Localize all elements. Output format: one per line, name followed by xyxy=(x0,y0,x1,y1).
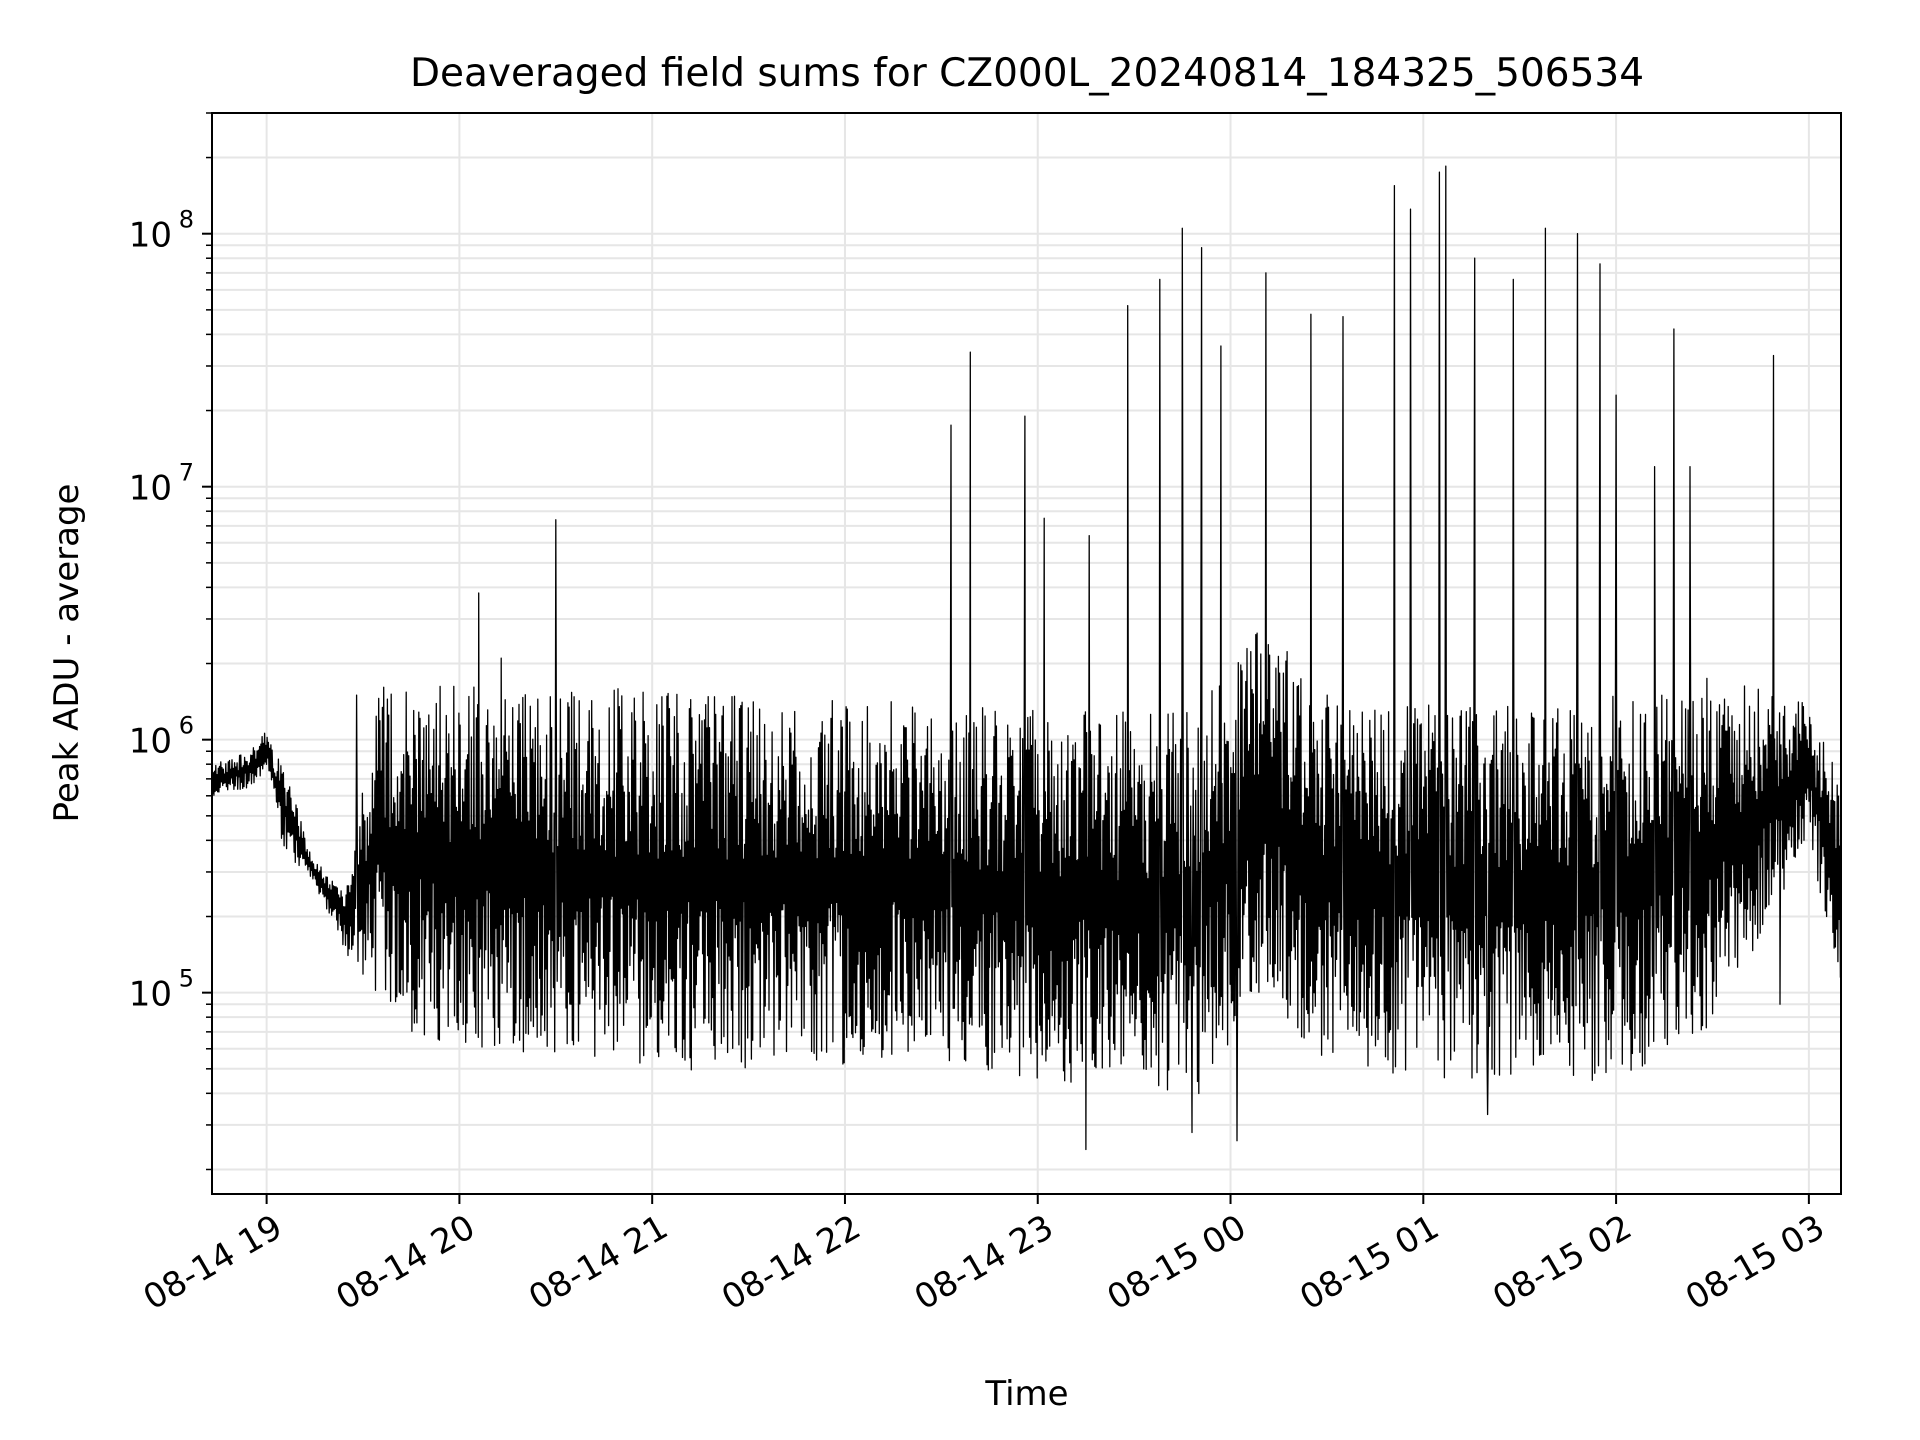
y-tick-label: 10 xyxy=(129,216,172,256)
plot-frame xyxy=(211,112,1842,1195)
chart-title: Deaveraged field sums for CZ000L_2024081… xyxy=(410,51,1644,96)
y-tick-exponent: 6 xyxy=(179,712,194,740)
y-tick-label: 10 xyxy=(129,469,172,509)
series-line xyxy=(211,165,1842,1151)
y-tick-exponent: 8 xyxy=(179,206,194,234)
y-tick-exponent: 5 xyxy=(179,965,194,993)
y-axis-label: Peak ADU - average xyxy=(47,484,87,823)
y-tick-label: 10 xyxy=(129,975,172,1015)
x-axis-label: Time xyxy=(984,1374,1068,1414)
series-layer xyxy=(211,165,1842,1151)
y-tick-label: 10 xyxy=(129,722,172,762)
y-tick-exponent: 7 xyxy=(179,459,194,487)
